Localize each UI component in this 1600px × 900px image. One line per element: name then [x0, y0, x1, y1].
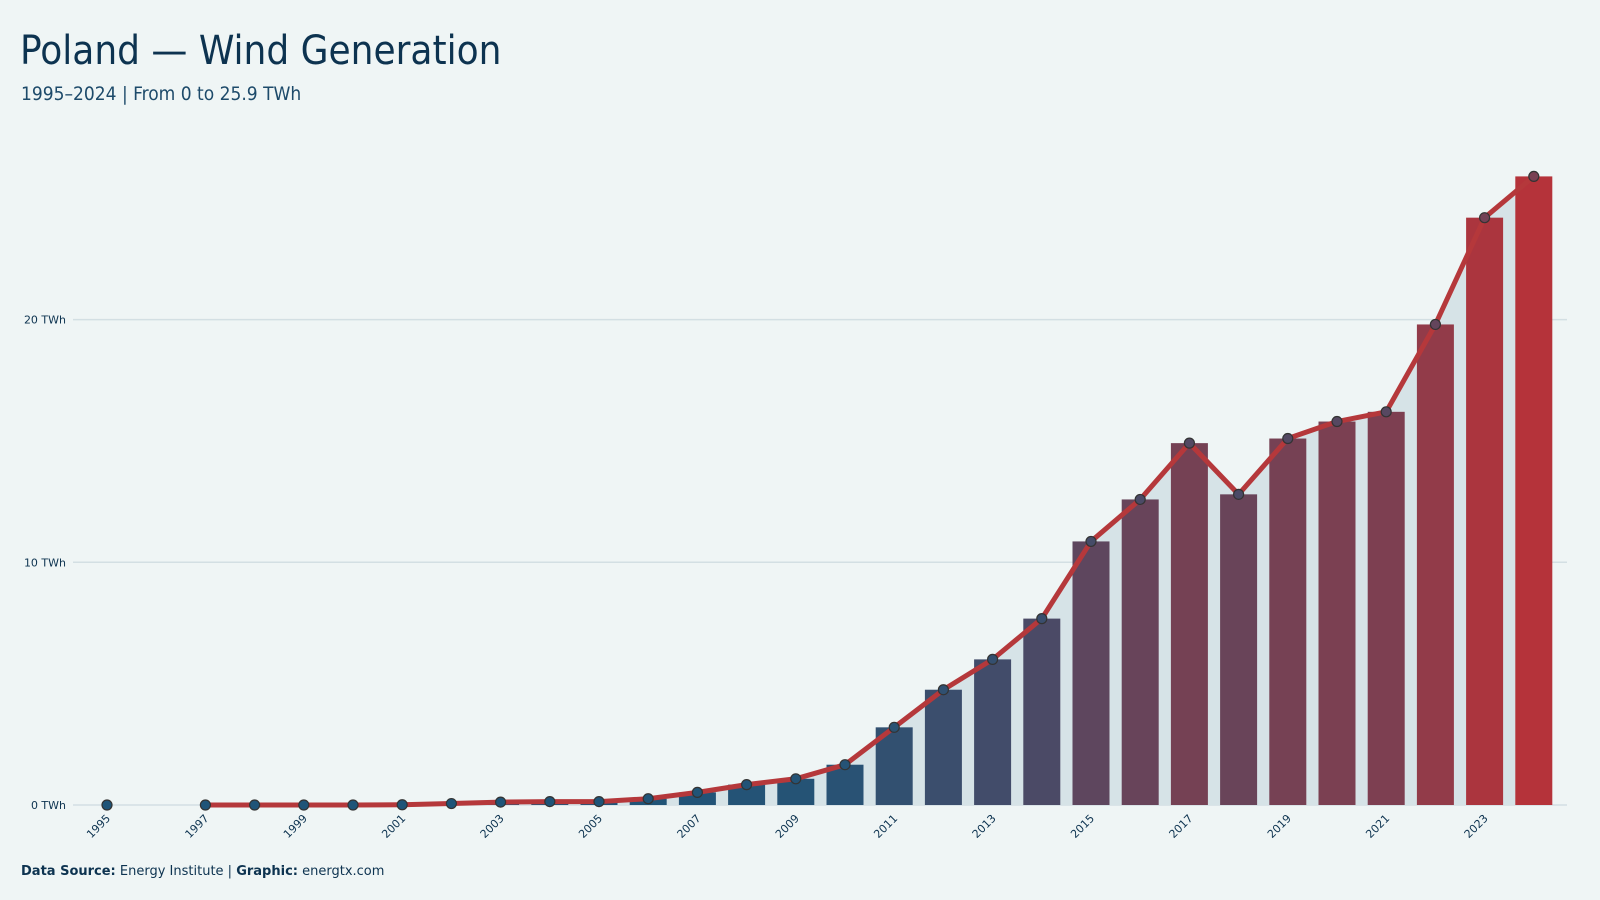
bar — [826, 764, 864, 805]
y-tick-label: 0 TWh — [31, 799, 66, 812]
point — [495, 796, 507, 808]
point — [593, 796, 605, 808]
point — [691, 786, 704, 798]
bar — [875, 727, 913, 805]
point — [249, 799, 261, 811]
bar — [1318, 421, 1356, 805]
point — [1282, 432, 1294, 445]
point — [347, 799, 359, 811]
bar — [1466, 217, 1504, 805]
point — [101, 799, 113, 811]
footer: Data Source: Energy Institute | Graphic:… — [21, 864, 384, 879]
point — [1478, 212, 1491, 224]
bar — [1367, 411, 1405, 805]
bar — [728, 784, 766, 805]
chart-title: Poland — Wind Generation — [20, 28, 501, 74]
bar — [1170, 443, 1208, 805]
point — [1085, 535, 1097, 548]
point — [199, 799, 211, 811]
bar — [1072, 541, 1110, 805]
graphic: energtx.com — [302, 864, 384, 879]
point — [937, 684, 950, 696]
point — [1183, 437, 1196, 449]
point — [396, 799, 408, 811]
point — [642, 793, 654, 805]
bar — [1023, 618, 1061, 805]
source-label: Data Source: — [21, 864, 116, 879]
y-tick-label: 20 TWh — [24, 314, 66, 327]
point — [1380, 406, 1392, 418]
bar — [1416, 324, 1454, 805]
point — [839, 759, 851, 771]
graphic-label: Graphic: — [236, 864, 298, 879]
point — [1429, 318, 1442, 331]
source: Energy Institute | — [120, 864, 232, 879]
bar — [1269, 438, 1307, 805]
bar — [924, 689, 962, 805]
point — [544, 796, 556, 808]
y-tick-label: 10 TWh — [24, 556, 66, 569]
point — [790, 773, 802, 785]
point — [1331, 415, 1343, 428]
point — [1036, 613, 1048, 625]
point — [1134, 493, 1146, 506]
point — [986, 653, 999, 665]
bar — [974, 659, 1012, 805]
line — [205, 174, 1536, 808]
chart-subtitle: 1995–2024 | From 0 to 25.9 TWh — [21, 83, 301, 105]
point — [1528, 170, 1540, 183]
bar — [1121, 499, 1159, 805]
bar — [1515, 176, 1553, 806]
point — [740, 779, 753, 791]
point — [1232, 488, 1245, 500]
point — [888, 721, 900, 733]
bar — [1220, 494, 1258, 805]
point — [445, 797, 457, 810]
point — [298, 799, 310, 811]
